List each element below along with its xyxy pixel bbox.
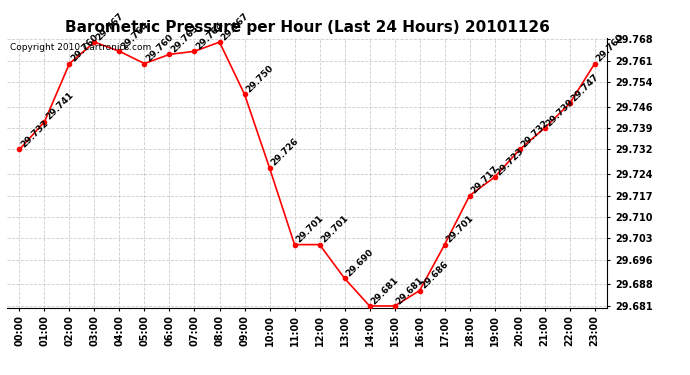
Text: 29.760: 29.760 — [70, 33, 100, 64]
Text: 29.760: 29.760 — [144, 33, 175, 64]
Text: 29.764: 29.764 — [119, 20, 150, 51]
Text: 29.732: 29.732 — [19, 118, 50, 150]
Text: 29.701: 29.701 — [295, 214, 326, 244]
Text: 29.726: 29.726 — [270, 137, 301, 168]
Text: 29.732: 29.732 — [520, 118, 551, 150]
Text: 29.701: 29.701 — [444, 214, 475, 244]
Text: 29.686: 29.686 — [420, 260, 451, 291]
Text: 29.767: 29.767 — [95, 11, 126, 42]
Text: 29.681: 29.681 — [370, 275, 400, 306]
Text: 29.763: 29.763 — [170, 23, 201, 54]
Text: 29.760: 29.760 — [595, 33, 626, 64]
Text: 29.750: 29.750 — [244, 63, 275, 94]
Text: 29.701: 29.701 — [319, 214, 351, 244]
Text: 29.690: 29.690 — [344, 248, 375, 278]
Title: Barometric Pressure per Hour (Last 24 Hours) 20101126: Barometric Pressure per Hour (Last 24 Ho… — [65, 20, 549, 35]
Text: 29.741: 29.741 — [44, 91, 75, 122]
Text: 29.764: 29.764 — [195, 20, 226, 51]
Text: 29.723: 29.723 — [495, 146, 526, 177]
Text: 29.747: 29.747 — [570, 72, 601, 104]
Text: 29.739: 29.739 — [544, 97, 575, 128]
Text: 29.717: 29.717 — [470, 164, 501, 195]
Text: 29.681: 29.681 — [395, 275, 426, 306]
Text: 29.767: 29.767 — [219, 11, 250, 42]
Text: Copyright 2010 Cartronics.com: Copyright 2010 Cartronics.com — [10, 43, 151, 52]
